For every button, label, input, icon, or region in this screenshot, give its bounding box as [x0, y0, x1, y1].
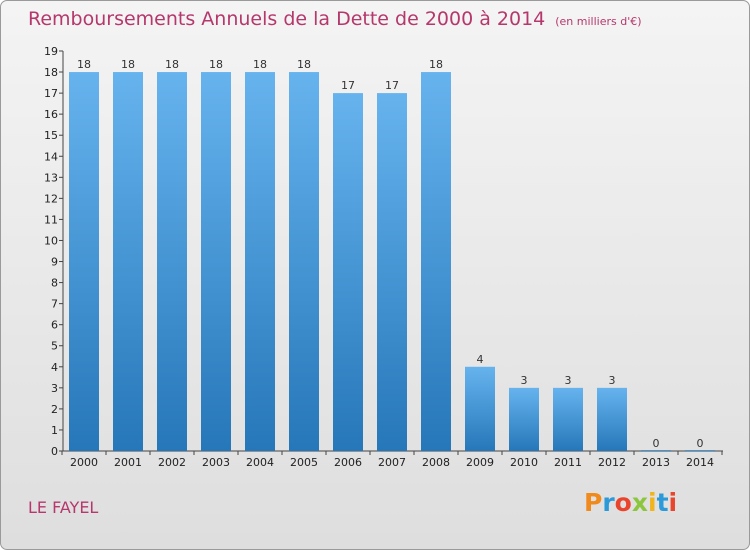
data-label-2007: 17 [385, 79, 399, 92]
x-tick-label: 2011 [554, 456, 582, 469]
x-tick-label: 2008 [422, 456, 450, 469]
y-tick-label: 9 [51, 256, 58, 269]
x-tick-label: 2010 [510, 456, 538, 469]
bar-2007[interactable] [377, 93, 407, 452]
logo-letter: r [602, 488, 615, 517]
y-tick-label: 7 [51, 298, 58, 311]
data-label-2014: 0 [697, 437, 704, 450]
bar-2004[interactable] [245, 72, 275, 451]
x-tick-label: 2012 [598, 456, 626, 469]
x-tick-label: 2006 [334, 456, 362, 469]
x-tick-label: 2009 [466, 456, 494, 469]
data-label-2001: 18 [121, 58, 135, 71]
bar-2000[interactable] [69, 72, 99, 451]
logo-letter: t [656, 488, 669, 517]
data-label-2010: 3 [521, 374, 528, 387]
data-label-2013: 0 [653, 437, 660, 450]
y-tick-label: 8 [51, 277, 58, 290]
data-label-2004: 18 [253, 58, 267, 71]
x-tick-label: 2004 [246, 456, 274, 469]
x-tick-label: 2005 [290, 456, 318, 469]
y-tick-label: 14 [44, 150, 58, 163]
bar-2003[interactable] [201, 72, 231, 451]
y-tick-label: 16 [44, 108, 58, 121]
chart-title: Remboursements Annuels de la Dette de 20… [28, 8, 642, 30]
x-tick-label: 2013 [642, 456, 670, 469]
data-label-2002: 18 [165, 58, 179, 71]
data-label-2008: 18 [429, 58, 443, 71]
logo-letter: i [648, 488, 657, 517]
y-tick-label: 6 [51, 319, 58, 332]
bar-2009[interactable] [465, 366, 495, 451]
logo-letter: P [584, 488, 603, 517]
y-tick-label: 11 [44, 213, 58, 226]
x-axis: 2000 2001 2002 2003 2004 2005 2006 2007 2008 2009… [61, 450, 723, 469]
logo-letter: x [631, 488, 648, 517]
y-tick-label: 5 [51, 340, 58, 353]
x-tick-label: 2014 [686, 456, 714, 469]
logo-letter: i [668, 488, 678, 517]
bar-2006[interactable] [333, 93, 363, 452]
bar-2013[interactable] [641, 450, 671, 451]
y-tick-label: 17 [44, 87, 58, 100]
bar-2008[interactable] [421, 72, 451, 451]
y-tick-label: 2 [51, 403, 58, 416]
place-name: LE FAYEL [28, 498, 99, 517]
bar-2012[interactable] [597, 387, 627, 451]
y-tick-label: 13 [44, 171, 58, 184]
bar-2014[interactable] [685, 450, 715, 451]
data-label-2006: 17 [341, 79, 355, 92]
y-tick-label: 1 [51, 424, 58, 437]
bars [69, 72, 715, 452]
x-tick-label: 2000 [70, 456, 98, 469]
y-tick-label: 15 [44, 129, 58, 142]
y-tick-label: 18 [44, 66, 58, 79]
data-labels: 18 18 18 18 18 18 17 17 18 4 3 3 3 0 0 [77, 58, 704, 450]
data-label-2000: 18 [77, 58, 91, 71]
data-label-2003: 18 [209, 58, 223, 71]
data-label-2009: 4 [477, 353, 484, 366]
logo-letter: o [614, 488, 632, 517]
y-tick-label: 19 [44, 45, 58, 58]
data-label-2011: 3 [565, 374, 572, 387]
x-tick-label: 2002 [158, 456, 186, 469]
y-tick-label: 4 [51, 361, 58, 374]
x-tick-label: 2003 [202, 456, 230, 469]
bar-2010[interactable] [509, 387, 539, 451]
y-tick-label: 0 [51, 445, 58, 458]
title-text: Remboursements Annuels de la Dette de 20… [28, 8, 546, 30]
y-tick-label: 12 [44, 192, 58, 205]
y-tick-label: 3 [51, 382, 58, 395]
bar-2005[interactable] [289, 72, 319, 451]
data-label-2005: 18 [297, 58, 311, 71]
y-tick-label: 10 [44, 234, 58, 247]
x-tick-label: 2007 [378, 456, 406, 469]
proxiti-logo[interactable]: Proxiti [584, 488, 677, 517]
title-unit: (en milliers d'€) [555, 15, 642, 28]
bar-2011[interactable] [553, 387, 583, 451]
x-tick-label: 2001 [114, 456, 142, 469]
data-label-2012: 3 [609, 374, 616, 387]
bar-2002[interactable] [157, 72, 187, 451]
bar-2001[interactable] [113, 72, 143, 451]
